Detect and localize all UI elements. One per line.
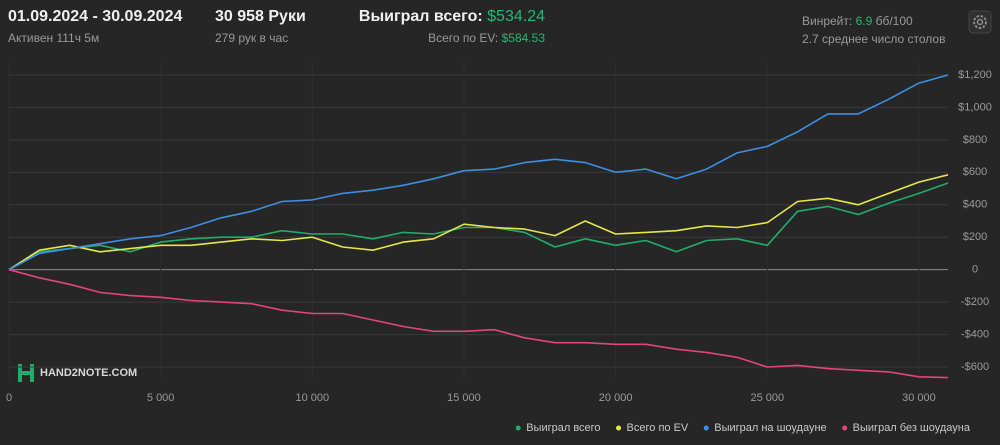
legend-label: Выиграл всего (526, 422, 600, 434)
period-block: 01.09.2024 - 30.09.2024 Активен 111ч 5м (8, 8, 182, 45)
legend-label: Всего по EV (627, 422, 689, 434)
watermark: HAND2NOTE.COM (40, 367, 137, 379)
y-tick-label: $1,000 (958, 101, 992, 113)
series-line (8, 74, 949, 271)
legend-item[interactable]: Выиграл на шоудауне (703, 422, 827, 434)
tables: 2.7 среднее число столов (802, 32, 946, 46)
ev-label: Всего по EV: (428, 31, 499, 45)
y-tick-label: -$200 (961, 296, 989, 308)
active-time: Активен 111ч 5м (8, 31, 100, 45)
hands-block: 30 958 Руки 279 рук в час (215, 8, 306, 45)
x-tick-label: 0 (6, 392, 12, 404)
x-tick-label: 15 000 (447, 392, 481, 404)
x-tick-label: 20 000 (599, 392, 633, 404)
hands-per-hour: 279 рук в час (215, 31, 289, 45)
legend-marker (616, 425, 622, 431)
logo-icon (18, 364, 34, 382)
x-tick-label: 25 000 (750, 392, 784, 404)
series-line (8, 182, 949, 271)
x-tick-label: 5 000 (147, 392, 175, 404)
won-label: Выиграл всего: (358, 8, 483, 25)
y-tick-label: $600 (963, 166, 987, 178)
legend-item[interactable]: Выиграл без шоудауна (842, 422, 971, 434)
series-line (8, 268, 949, 379)
winrate-value: 6.9 (855, 14, 873, 28)
winrate-label: Винрейт: (802, 14, 853, 28)
winrate-unit: бб/100 (875, 14, 913, 28)
legend-marker (703, 425, 709, 431)
y-tick-label: $200 (963, 231, 987, 243)
legend-item[interactable]: Выиграл всего (515, 422, 601, 434)
y-tick-label: $800 (963, 134, 987, 146)
period: 01.09.2024 - 30.09.2024 (8, 8, 183, 25)
y-tick-label: $1,200 (958, 69, 992, 81)
y-tick-label: -$600 (961, 361, 989, 373)
y-tick-label: -$400 (961, 328, 989, 340)
x-tick-label: 10 000 (295, 392, 329, 404)
winrate-block: Винрейт: 6.9 бб/100 2.7 среднее число ст… (802, 8, 945, 46)
legend-item[interactable]: Всего по EV (616, 422, 689, 434)
legend-marker (515, 425, 521, 431)
won-value: $534.24 (487, 8, 545, 25)
settings-icon[interactable] (968, 10, 992, 34)
grid (8, 62, 948, 380)
legend-label: Выиграл на шоудауне (714, 422, 826, 434)
y-tick-label: 0 (972, 264, 978, 276)
series-line (8, 174, 949, 271)
hands: 30 958 Руки (215, 8, 306, 25)
legend-marker (842, 425, 848, 431)
won-block: Выиграл всего: $534.24 Всего по EV: $584… (335, 8, 545, 45)
legend-label: Выиграл без шоудауна (853, 422, 971, 434)
ev-value: $584.53 (501, 31, 545, 45)
y-tick-label: $400 (963, 199, 987, 211)
x-tick-label: 30 000 (902, 392, 936, 404)
